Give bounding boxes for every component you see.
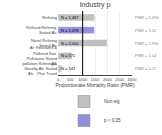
svg-text:0: 0 (57, 77, 60, 82)
svg-text:PMR = 1.27: PMR = 1.27 (135, 66, 157, 71)
svg-text:N = 1,487: N = 1,487 (61, 15, 79, 20)
svg-text:1500: 1500 (91, 77, 101, 82)
svg-text:Non-sig: Non-sig (104, 99, 120, 104)
svg-text:PMR = 1.990: PMR = 1.990 (135, 41, 159, 46)
svg-text:2000: 2000 (103, 77, 113, 82)
svg-text:p < 0.05: p < 0.05 (104, 118, 121, 123)
svg-text:Air Pollutants &Polluted Stat.: Air Pollutants &Polluted Stat.Pollutants… (27, 45, 58, 66)
svg-text:Industry p: Industry p (80, 1, 111, 9)
svg-text:PMR = 1.490: PMR = 1.490 (135, 15, 159, 20)
svg-text:500: 500 (67, 77, 74, 82)
svg-text:3000: 3000 (128, 77, 138, 82)
svg-text:PMR = 1.54: PMR = 1.54 (135, 53, 157, 58)
svg-text:Refining: Refining (42, 15, 57, 20)
svg-text:2500: 2500 (115, 77, 125, 82)
svg-text:Novel RefiningStated Alc: Novel RefiningStated Alc (31, 38, 57, 48)
svg-text:Refined Refining,Stated Alc: Refined Refining,Stated Alc (26, 25, 57, 35)
svg-text:Proportionate Mortality Ratio: Proportionate Mortality Ratio (PMR) (55, 82, 135, 88)
svg-text:N = 1,478: N = 1,478 (61, 28, 79, 33)
svg-text:N = 571: N = 571 (61, 53, 76, 58)
svg-text:1000: 1000 (78, 77, 88, 82)
svg-text:PMR = 1.52: PMR = 1.52 (135, 28, 157, 33)
svg-text:N = 2,000: N = 2,000 (61, 41, 79, 46)
svg-text:pollution Refining &Novelty Al: pollution Refining &Novelty Alc StatedAl… (23, 61, 58, 76)
svg-text:N = 141: N = 141 (61, 66, 76, 71)
